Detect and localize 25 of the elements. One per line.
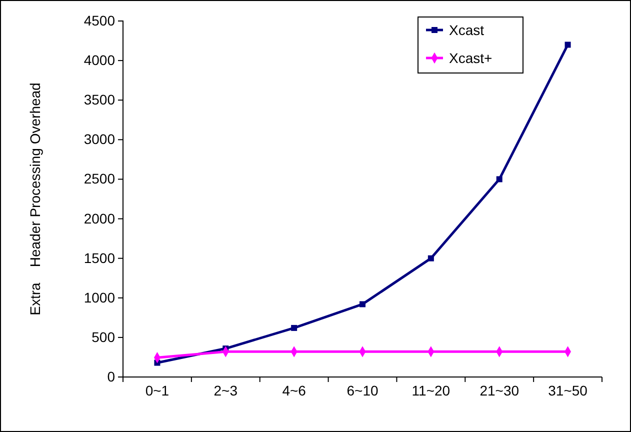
y-tick-label: 3000 (84, 131, 116, 148)
y-tick-label: 2000 (84, 210, 116, 226)
point (360, 301, 366, 308)
y-tick-label: 4500 (84, 12, 116, 28)
x-tick-label: 31~50 (548, 382, 588, 398)
point (496, 176, 502, 182)
y-tick-label: 0 (107, 368, 116, 384)
point (564, 42, 571, 48)
point (428, 255, 434, 262)
x-tick-label: 2~3 (214, 382, 238, 398)
y-tick-label: 4000 (84, 52, 116, 68)
y-axis-title: Extra Header Processing Overhead (27, 82, 43, 316)
y-tick-label: 2500 (84, 170, 116, 187)
y-tick-label: 500 (92, 328, 116, 345)
x-tick-label: 21~30 (480, 382, 520, 398)
x-tick-label: 11~20 (412, 382, 450, 398)
x-tick-label: 6~10 (346, 382, 378, 398)
point (291, 324, 298, 331)
x-tick-label: 4~6 (282, 382, 306, 398)
legend-label: Xcast (449, 22, 484, 38)
legend-label: Xcast+ (449, 50, 492, 66)
y-tick-label: 3500 (84, 92, 116, 108)
y-tick-label: 1000 (84, 289, 116, 306)
y-tick-label: 1500 (84, 250, 116, 266)
x-tick-label: 0~1 (145, 382, 170, 398)
